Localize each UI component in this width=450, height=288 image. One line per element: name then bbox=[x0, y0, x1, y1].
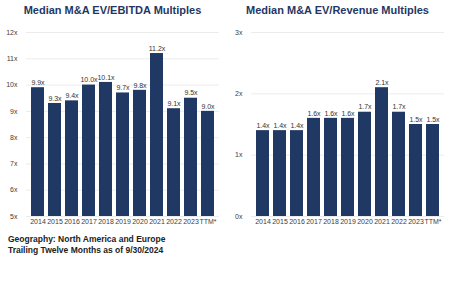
svg-text:2021: 2021 bbox=[149, 218, 165, 225]
svg-text:5x: 5x bbox=[10, 213, 18, 220]
svg-text:2021: 2021 bbox=[374, 218, 390, 225]
svg-text:1.4x: 1.4x bbox=[256, 122, 270, 129]
svg-text:2019: 2019 bbox=[340, 218, 356, 225]
svg-text:10.0x: 10.0x bbox=[80, 76, 98, 83]
svg-text:2014: 2014 bbox=[255, 218, 271, 225]
svg-text:2017: 2017 bbox=[81, 218, 97, 225]
svg-text:2017: 2017 bbox=[306, 218, 322, 225]
svg-text:9.3x: 9.3x bbox=[48, 95, 62, 102]
svg-text:2022: 2022 bbox=[391, 218, 407, 225]
svg-text:11.2x: 11.2x bbox=[149, 45, 166, 52]
svg-text:1.7x: 1.7x bbox=[358, 103, 372, 110]
svg-text:9.7x: 9.7x bbox=[116, 84, 130, 91]
svg-text:2018: 2018 bbox=[98, 218, 114, 225]
svg-text:2015: 2015 bbox=[47, 218, 63, 225]
svg-text:1.5x: 1.5x bbox=[409, 116, 423, 123]
svg-text:12x: 12x bbox=[6, 29, 18, 36]
svg-text:2016: 2016 bbox=[289, 218, 305, 225]
svg-text:2.1x: 2.1x bbox=[375, 79, 389, 86]
svg-text:2023: 2023 bbox=[183, 218, 199, 225]
svg-text:9.1x: 9.1x bbox=[167, 100, 181, 107]
svg-text:9x: 9x bbox=[10, 108, 18, 115]
svg-text:1.5x: 1.5x bbox=[426, 116, 440, 123]
svg-text:1.4x: 1.4x bbox=[273, 122, 287, 129]
html-text:Median M&A EV/Revenue Multiple: Median M&A EV/Revenue Multiples bbox=[246, 4, 429, 16]
svg-text:11x: 11x bbox=[7, 55, 18, 62]
svg-text:9.8x: 9.8x bbox=[133, 82, 147, 89]
svg-text:2015: 2015 bbox=[272, 218, 288, 225]
svg-text:2x: 2x bbox=[235, 90, 243, 97]
svg-text:3x: 3x bbox=[235, 29, 243, 36]
svg-text:1.4x: 1.4x bbox=[290, 122, 304, 129]
svg-text:TTM*: TTM* bbox=[199, 218, 216, 225]
svg-text:10.1x: 10.1x bbox=[97, 74, 115, 81]
html-text:Trailing Twelve Months as of 9: Trailing Twelve Months as of 9/30/2024 bbox=[8, 245, 164, 255]
svg-text:6x: 6x bbox=[10, 186, 18, 193]
svg-text:2020: 2020 bbox=[132, 218, 148, 225]
svg-text:7x: 7x bbox=[10, 160, 18, 167]
svg-text:1.6x: 1.6x bbox=[341, 110, 355, 117]
svg-text:0x: 0x bbox=[235, 213, 243, 220]
svg-text:9.9x: 9.9x bbox=[31, 79, 45, 86]
svg-text:2016: 2016 bbox=[64, 218, 80, 225]
svg-text:1.6x: 1.6x bbox=[324, 110, 338, 117]
svg-text:TTM*: TTM* bbox=[424, 218, 441, 225]
svg-text:2018: 2018 bbox=[323, 218, 339, 225]
svg-text:8x: 8x bbox=[10, 134, 18, 141]
svg-text:10x: 10x bbox=[6, 81, 18, 88]
svg-text:1.7x: 1.7x bbox=[392, 103, 406, 110]
svg-text:2019: 2019 bbox=[115, 218, 131, 225]
html-text:Median M&A EV/EBITDA Multiples: Median M&A EV/EBITDA Multiples bbox=[23, 4, 202, 16]
svg-text:2022: 2022 bbox=[166, 218, 182, 225]
svg-text:9.0x: 9.0x bbox=[201, 103, 215, 110]
svg-text:9.4x: 9.4x bbox=[65, 92, 79, 99]
svg-text:2014: 2014 bbox=[30, 218, 46, 225]
svg-text:2023: 2023 bbox=[408, 218, 424, 225]
svg-text:9.5x: 9.5x bbox=[184, 89, 198, 96]
svg-text:1x: 1x bbox=[235, 151, 243, 158]
html-text:Geography: North America and E: Geography: North America and Europe bbox=[8, 234, 166, 244]
svg-text:1.6x: 1.6x bbox=[307, 110, 321, 117]
svg-text:2020: 2020 bbox=[357, 218, 373, 225]
